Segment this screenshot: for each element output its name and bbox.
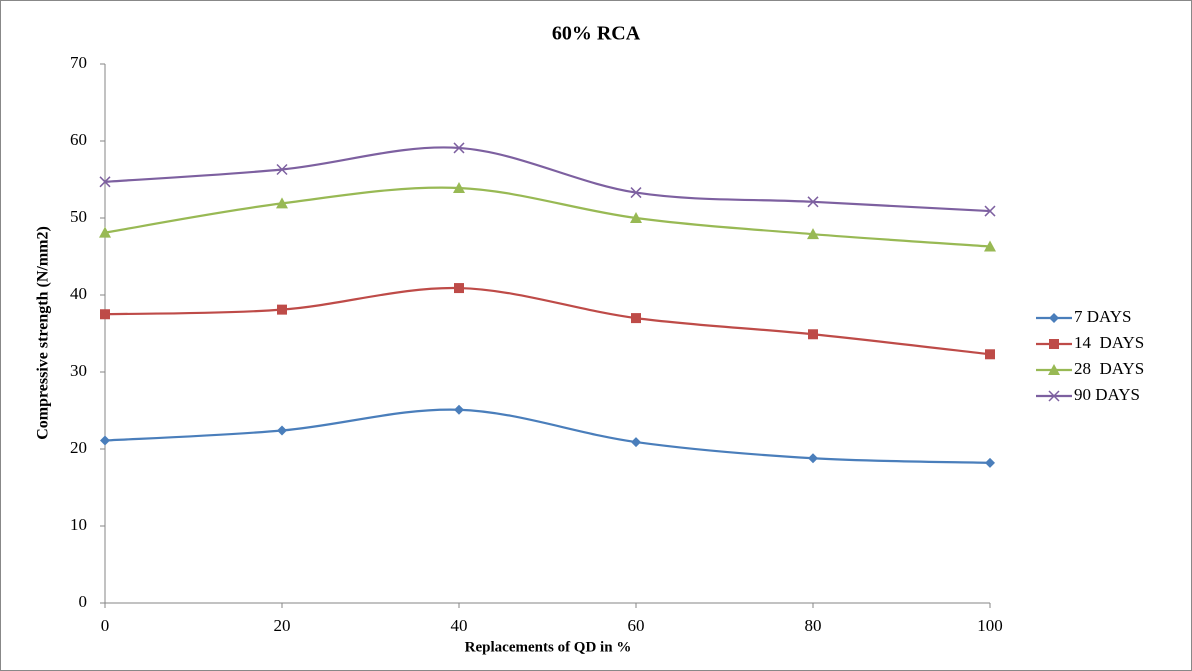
point [453, 181, 465, 193]
series-line [104, 408, 991, 464]
series-line [104, 186, 991, 248]
x-axis-label: Replacements of QD in % [465, 639, 632, 655]
point [630, 212, 642, 223]
legend-marker [1049, 339, 1059, 349]
point [100, 309, 110, 320]
legend-label: 14 DAYS [1074, 333, 1144, 352]
point [985, 457, 995, 468]
chart-title: 60% RCA [552, 23, 641, 45]
x-tick-label: 60 [628, 616, 645, 635]
series-line [104, 286, 991, 356]
point [630, 187, 642, 199]
y-tick-label: 0 [79, 592, 88, 611]
legend-marker [1048, 390, 1060, 402]
y-tick-label: 70 [70, 53, 87, 72]
y-tick-label: 20 [70, 438, 87, 457]
y-tick-label: 60 [70, 130, 87, 149]
point [100, 435, 110, 446]
x-tick-label: 80 [805, 616, 822, 635]
point [453, 142, 465, 154]
point [276, 197, 288, 209]
legend-marker [1048, 364, 1060, 375]
y-tick-label: 40 [70, 284, 87, 303]
point [454, 283, 464, 294]
point [276, 163, 288, 176]
y-tick-label: 10 [70, 515, 87, 534]
x-tick-label: 100 [977, 616, 1003, 635]
point [984, 240, 996, 252]
series-line [104, 146, 991, 213]
point [808, 453, 818, 464]
point [277, 425, 287, 436]
point [807, 228, 819, 240]
point [807, 196, 819, 208]
legend-label: 90 DAYS [1074, 385, 1140, 404]
y-tick-label: 50 [70, 207, 87, 226]
point [99, 176, 111, 188]
point [454, 404, 464, 415]
point [631, 313, 641, 324]
y-axis-label: Compressive strength (N/mm2) [35, 226, 52, 440]
legend-label: 7 DAYS [1074, 307, 1131, 326]
x-tick-label: 20 [274, 616, 291, 635]
y-tick-label: 30 [70, 361, 87, 380]
point [984, 205, 996, 217]
legend-marker [1049, 313, 1059, 323]
point [985, 349, 995, 360]
legend-label: 28 DAYS [1074, 359, 1144, 378]
point [99, 226, 111, 238]
x-tick-label: 40 [451, 616, 468, 635]
point [277, 304, 287, 315]
point [808, 329, 818, 340]
x-tick-label: 0 [101, 616, 110, 635]
point [631, 437, 641, 448]
